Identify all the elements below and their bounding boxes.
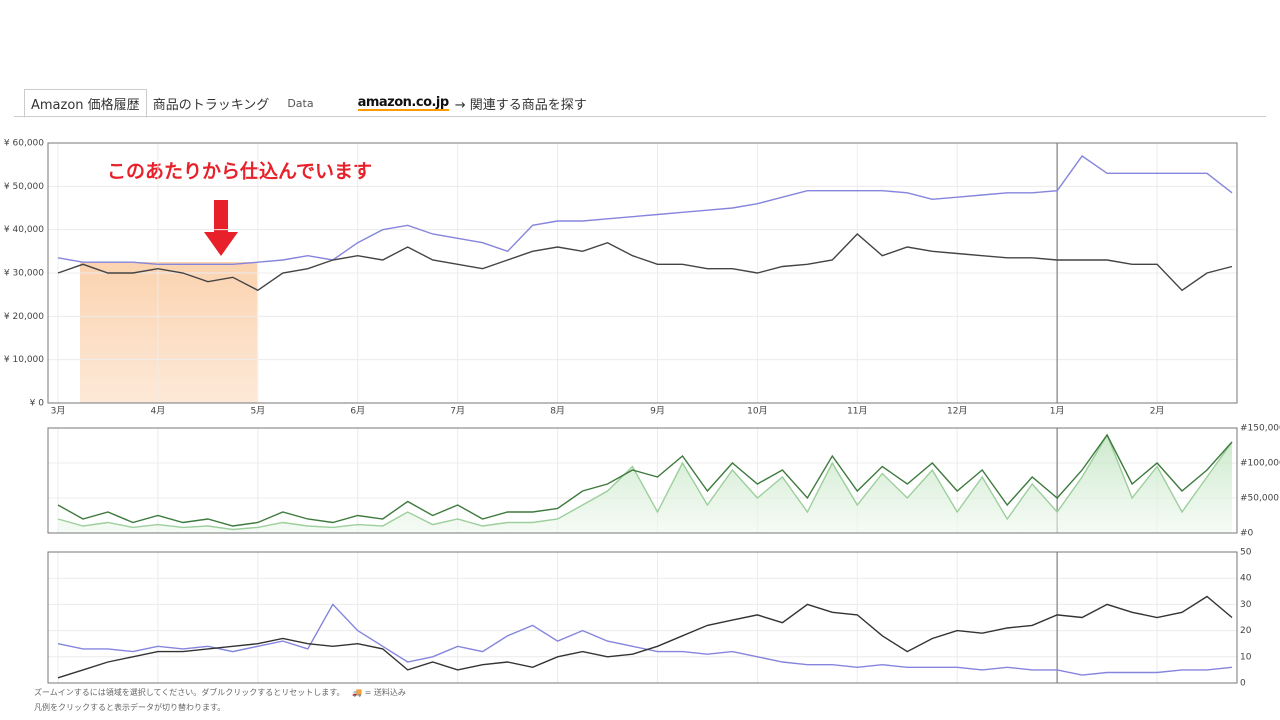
y-tick-label: 50 bbox=[1240, 548, 1252, 558]
series-line bbox=[57, 155, 1233, 265]
y-tick-label: #50,000 bbox=[1240, 494, 1279, 504]
y-tick-label: 20 bbox=[1240, 626, 1252, 636]
divider bbox=[14, 116, 1266, 117]
footer-text: 凡例をクリックすると表示データが切り替わります。 bbox=[34, 703, 226, 712]
y-tick-label: #150,000 bbox=[1240, 424, 1280, 434]
series-line bbox=[57, 603, 1233, 676]
plot-frame bbox=[47, 427, 1238, 534]
x-tick-label: 11月 bbox=[847, 406, 867, 417]
x-tick-label: 3月 bbox=[51, 406, 66, 417]
y-tick-label: ¥ 60,000 bbox=[4, 139, 44, 149]
highlight-region bbox=[80, 262, 257, 403]
series-line bbox=[57, 433, 1233, 531]
chart: このあたりから仕込んでいます 3月 4月 5月 6月 7月 8月 9月 10月 11月 12月 1月… bbox=[4, 139, 1280, 689]
y-tick-label: ¥ 20,000 bbox=[4, 312, 44, 322]
y-tick-label: 10 bbox=[1240, 652, 1252, 662]
tab[interactable]: Data bbox=[287, 97, 314, 110]
y-tick-label: #0 bbox=[1240, 529, 1254, 539]
x-tick-label: 9月 bbox=[650, 406, 665, 417]
y-tick-label: ¥ 40,000 bbox=[4, 225, 44, 235]
series-line bbox=[57, 595, 1233, 679]
related-link[interactable]: → 関連する商品を探す bbox=[454, 98, 587, 113]
series-line bbox=[57, 233, 1233, 292]
amazon-logo[interactable]: amazon.co.jp bbox=[357, 95, 449, 111]
y-tick-label: 0 bbox=[1240, 679, 1246, 689]
area bbox=[57, 435, 1233, 533]
x-tick-label: 12月 bbox=[947, 406, 967, 417]
tab[interactable]: Amazon 価格履歴 bbox=[24, 89, 147, 118]
footer-text: = 送料込み bbox=[364, 688, 406, 697]
y-tick-label: ¥ 50,000 bbox=[4, 182, 44, 192]
plot-frame bbox=[47, 551, 1238, 684]
x-tick-label: 8月 bbox=[550, 406, 565, 417]
footer-text: ズームインするには領域を選択してください。ダブルクリックするとリセットします。 bbox=[34, 688, 345, 697]
y-tick-label: 30 bbox=[1240, 600, 1252, 610]
y-tick-label: #100,000 bbox=[1240, 459, 1280, 469]
y-tick-label: ¥ 0 bbox=[30, 399, 45, 409]
tab[interactable]: 商品のトラッキング bbox=[152, 98, 270, 113]
x-tick-label: 2月 bbox=[1150, 406, 1165, 417]
y-tick-label: ¥ 10,000 bbox=[4, 355, 44, 365]
x-tick-label: 4月 bbox=[151, 406, 166, 417]
y-tick-label: 40 bbox=[1240, 574, 1252, 584]
tab-bar: Amazon 価格履歴 商品のトラッキング Data amazon.co.jp … bbox=[24, 89, 593, 118]
plot-frame bbox=[47, 142, 1238, 404]
x-tick-label: 6月 bbox=[350, 406, 365, 417]
annotation: このあたりから仕込んでいます bbox=[107, 160, 372, 183]
series-line bbox=[57, 433, 1233, 527]
footer: ズームインするには領域を選択してください。ダブルクリックするとリセットします。 … bbox=[34, 688, 406, 697]
arrow bbox=[204, 200, 238, 256]
x-tick-label: 5月 bbox=[250, 406, 265, 417]
x-tick-label: 1月 bbox=[1050, 406, 1065, 417]
x-tick-label: 7月 bbox=[450, 406, 465, 417]
x-tick-label: 10月 bbox=[747, 406, 767, 417]
y-tick-label: ¥ 30,000 bbox=[4, 269, 44, 279]
